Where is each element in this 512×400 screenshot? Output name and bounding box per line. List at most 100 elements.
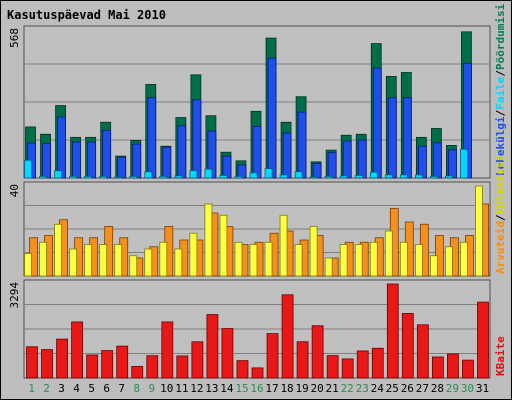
bar-kbaite: [401, 313, 414, 379]
day-label: 14: [220, 382, 234, 395]
bar-kulastusi: [129, 255, 138, 277]
bar-lehekulgi: [327, 152, 337, 179]
bar-kbaite: [41, 349, 53, 379]
day-label: 31: [476, 382, 489, 395]
y-max-label: 568: [8, 28, 21, 48]
panel-1: 568: [8, 25, 491, 179]
bar-kulastusi: [460, 241, 468, 277]
panel-2: 40: [8, 181, 491, 277]
bar-lehekulgi: [117, 156, 127, 179]
bar-kbaite: [386, 283, 399, 379]
bar-lehekulgi: [132, 143, 142, 179]
day-labels: 1 2 3 4 5 6 7 8 9 10 11 12 13 14 15 16 17 18 19 20 21 22 23 24 2…: [28, 382, 489, 395]
bar-faile: [414, 174, 423, 179]
day-label: 21: [326, 382, 339, 395]
legend-2: Arvuteid/Külastusi: [494, 154, 507, 274]
bar-faile: [279, 174, 288, 179]
bar-faile: [339, 175, 348, 179]
day-label: 16: [250, 382, 263, 395]
day-label: 2: [43, 382, 50, 395]
bar-faile: [309, 176, 318, 179]
bar-kbaite: [86, 354, 99, 379]
legend-entry: Arvuteid: [494, 221, 507, 274]
legend-entry: KBaite: [494, 336, 507, 376]
bar-lehekulgi: [252, 126, 262, 179]
bar-kulastusi: [69, 248, 78, 277]
bar-lehekulgi: [147, 97, 157, 179]
legend-entry: Külastusi: [494, 154, 507, 214]
day-label: 13: [205, 382, 218, 395]
bar-kbaite: [146, 355, 159, 379]
bar-lehekulgi: [387, 97, 397, 179]
legend-entry: Lehekülgi: [494, 116, 507, 176]
bar-kbaite: [236, 360, 249, 379]
bar-kulastusi: [354, 244, 363, 277]
bar-kulastusi: [204, 203, 213, 277]
y-max-label: 40: [8, 184, 21, 197]
legend-entry: Faile: [494, 76, 507, 109]
day-label: 5: [88, 382, 95, 395]
bar-kbaite: [206, 314, 219, 379]
bar-kbaite: [161, 321, 174, 379]
day-label: 22: [341, 382, 354, 395]
bar-kbaite: [356, 350, 369, 379]
bar-faile: [294, 171, 303, 179]
bar-kulastusi: [445, 246, 453, 277]
bar-kulastusi: [294, 244, 303, 277]
bar-lehekulgi: [42, 143, 51, 179]
bar-kbaite: [131, 366, 144, 379]
bar-kbaite: [477, 301, 489, 379]
day-label: 26: [401, 382, 414, 395]
bar-kulastusi: [84, 244, 93, 277]
bar-kulastusi: [475, 185, 483, 277]
bar-lehekulgi: [342, 140, 352, 179]
bar-kulastusi: [369, 241, 378, 277]
bar-kbaite: [116, 345, 129, 379]
bar-lehekulgi: [432, 142, 442, 179]
bar-lehekulgi: [372, 67, 382, 179]
bar-kbaite: [221, 328, 234, 379]
bar-lehekulgi: [72, 141, 82, 179]
day-label: 19: [295, 382, 308, 395]
bar-kbaite: [431, 356, 444, 379]
bar-kulastusi: [54, 223, 62, 277]
bar-kbaite: [191, 341, 204, 379]
day-label: 20: [311, 382, 324, 395]
bar-kbaite: [447, 353, 459, 379]
bar-faile: [54, 170, 62, 179]
bar-faile: [204, 168, 213, 179]
bar-kbaite: [462, 359, 474, 379]
bar-lehekulgi: [177, 125, 187, 179]
legend-entry: Pöördumisi: [494, 3, 507, 70]
chart-title: Kasutuspäevad Mai 2010: [7, 8, 166, 22]
bar-kbaite: [101, 350, 114, 379]
bar-kbaite: [71, 321, 84, 379]
day-label: 11: [175, 382, 188, 395]
bar-kulastusi: [99, 244, 108, 277]
bar-faile: [189, 170, 198, 179]
legends: Lehekülgi/Faile/PöördumisiArvuteid/Külas…: [494, 3, 507, 376]
bar-faile: [324, 176, 333, 179]
day-label: 27: [416, 382, 429, 395]
day-label: 1: [28, 382, 35, 395]
bar-kbaite: [266, 333, 279, 379]
bar-faile: [144, 171, 153, 179]
bar-kulastusi: [339, 244, 348, 277]
bar-kulastusi: [189, 232, 198, 277]
bar-faile: [129, 176, 138, 179]
bar-kbaite: [371, 347, 384, 379]
bar-kbaite: [416, 324, 429, 379]
bar-kbaite: [176, 355, 189, 379]
day-label: 24: [371, 382, 385, 395]
bar-faile: [429, 176, 438, 179]
bar-kulastusi: [174, 248, 183, 277]
bar-lehekulgi: [57, 116, 66, 179]
bar-kulastusi: [159, 241, 168, 277]
legend-entry: /: [494, 214, 507, 221]
day-label: 4: [73, 382, 80, 395]
bar-lehekulgi: [192, 99, 202, 179]
bar-faile: [445, 175, 453, 179]
bar-lehekulgi: [297, 111, 307, 179]
bar-kulastusi: [324, 257, 333, 277]
